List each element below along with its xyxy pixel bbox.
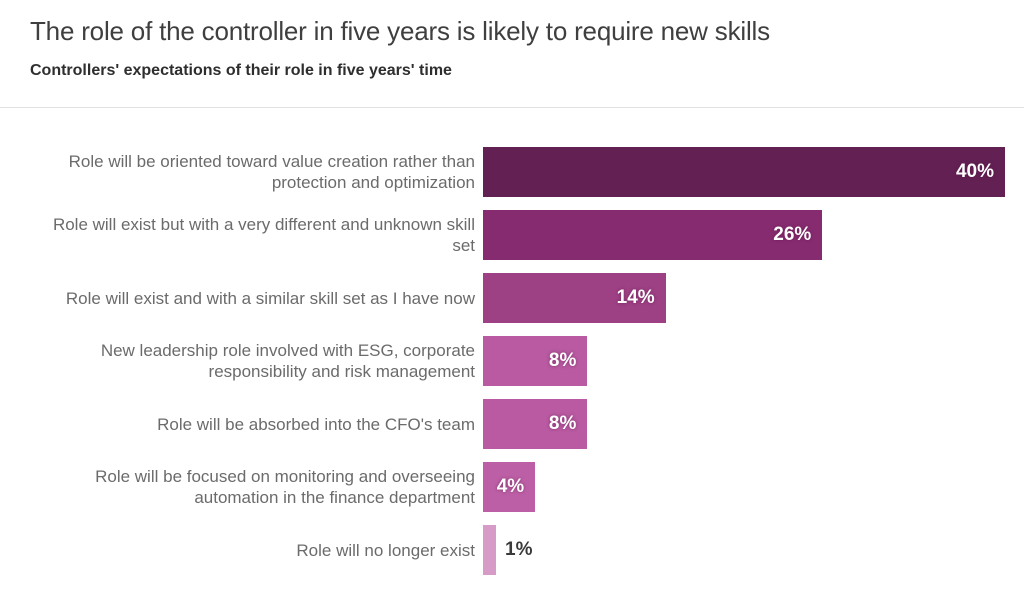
chart-row: New leadership role involved with ESG, c… [30, 336, 1024, 386]
bar-track: 1% [483, 525, 1024, 575]
value-label: 26% [773, 224, 812, 245]
chart-row: Role will be oriented toward value creat… [30, 147, 1024, 197]
bar-track: 8% [483, 336, 1024, 386]
bar: 8% [483, 336, 588, 386]
value-label: 1% [505, 539, 533, 560]
bar: 8% [483, 399, 588, 449]
chart-row: Role will be focused on monitoring and o… [30, 462, 1024, 512]
bar-track: 14% [483, 273, 1024, 323]
bar-track: 4% [483, 462, 1024, 512]
chart-row: Role will no longer exist 1% [30, 525, 1024, 575]
header-divider [0, 107, 1024, 108]
bar: 14% [483, 273, 666, 323]
value-label: 40% [955, 161, 994, 182]
category-label: Role will be focused on monitoring and o… [95, 467, 475, 507]
bar-track: 8% [483, 399, 1024, 449]
bar: 40% [483, 147, 1005, 197]
value-label: 8% [548, 350, 577, 371]
category-label: Role will be absorbed into the CFO's tea… [157, 414, 475, 434]
bar-chart: Role will be oriented toward value creat… [30, 147, 1024, 588]
chart-subtitle: Controllers' expectations of their role … [30, 62, 452, 79]
category-label: Role will be oriented toward value creat… [68, 152, 475, 192]
value-label: 4% [496, 476, 525, 497]
chart-row: Role will exist but with a very differen… [30, 210, 1024, 260]
bar-track: 40% [483, 147, 1024, 197]
chart-page: The role of the controller in five years… [0, 16, 1024, 590]
value-label: 14% [616, 287, 655, 308]
category-label: Role will no longer exist [296, 540, 475, 560]
bar-track: 26% [483, 210, 1024, 260]
category-label: Role will exist and with a similar skill… [65, 288, 475, 308]
bar: 4% [483, 462, 536, 512]
value-label: 8% [548, 413, 577, 434]
bar: 1% [483, 525, 533, 575]
bar: 26% [483, 210, 823, 260]
category-label: New leadership role involved with ESG, c… [100, 341, 475, 381]
category-label: Role will exist but with a very differen… [52, 215, 475, 255]
chart-row: Role will exist and with a similar skill… [30, 273, 1024, 323]
chart-title: The role of the controller in five years… [30, 16, 770, 46]
chart-row: Role will be absorbed into the CFO's tea… [30, 399, 1024, 449]
